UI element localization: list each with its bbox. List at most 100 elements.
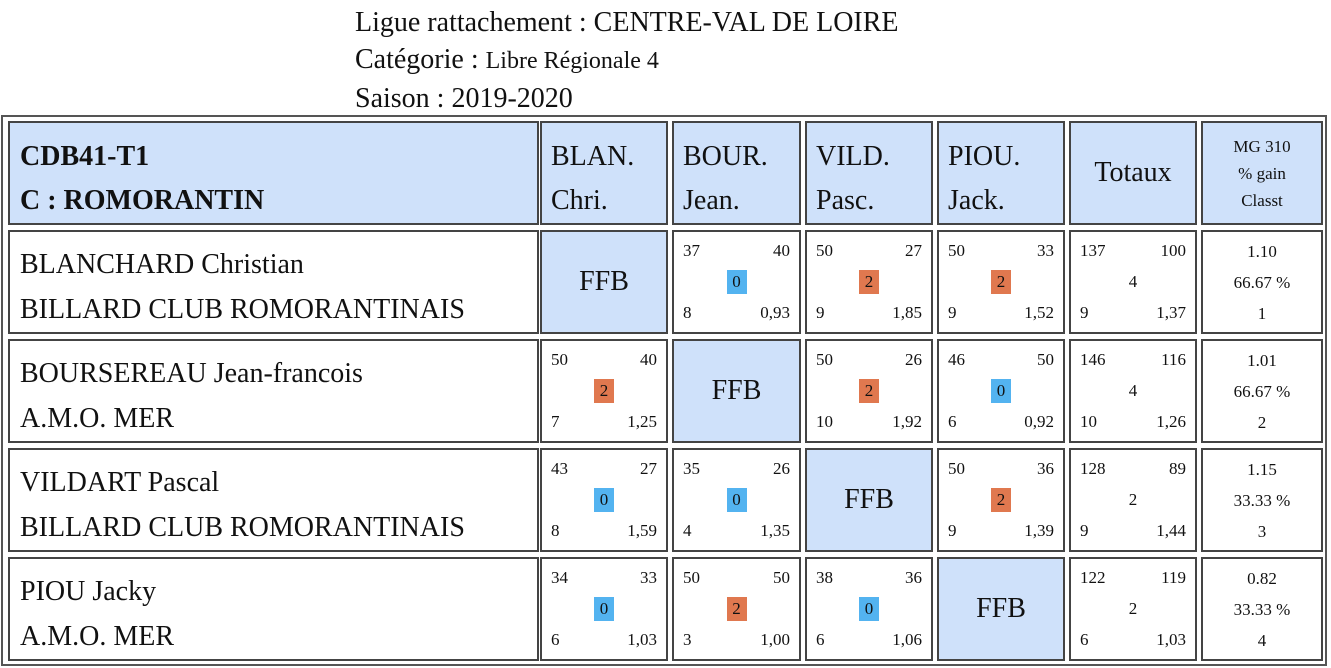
- column-abbr: BLAN.: [551, 141, 635, 172]
- match-opponent-points: 50: [773, 568, 790, 587]
- ffb-label: FFB: [844, 484, 894, 515]
- total-points: 122: [1080, 568, 1106, 587]
- saison-value: 2019-2020: [451, 83, 573, 114]
- team-header-cell: CDB41-T1 C : ROMORANTIN: [8, 121, 539, 225]
- stat-classt: 4: [1257, 630, 1267, 650]
- total-match-points: 4: [1128, 381, 1138, 400]
- match-score-points: 46: [948, 350, 965, 369]
- match-cell: 50 33 2 9 1,52: [937, 230, 1065, 334]
- total-opponent-points: 119: [1161, 568, 1186, 587]
- column-header-player: BOUR. Jean.: [672, 121, 801, 225]
- stat-mg: 0.82: [1247, 568, 1277, 588]
- match-average: 1,92: [892, 412, 922, 431]
- stat-gain: 33.33 %: [1233, 599, 1291, 619]
- match-cell: 50 40 2 7 1,25: [540, 339, 668, 443]
- match-score-points: 43: [551, 459, 568, 478]
- categorie-value: Libre Régionale 4: [485, 48, 659, 74]
- categorie-line: Catégorie : Libre Régionale 4: [355, 41, 899, 80]
- match-average: 1,35: [760, 521, 790, 540]
- column-header-player: PIOU. Jack.: [937, 121, 1065, 225]
- match-points-badge: 0: [726, 488, 747, 512]
- match-opponent-points: 40: [773, 241, 790, 260]
- total-average: 1,44: [1156, 521, 1186, 540]
- player-club: A.M.O. MER: [20, 403, 175, 434]
- player-name: BLANCHARD Christian: [20, 249, 304, 280]
- match-points-badge: 0: [594, 488, 614, 512]
- match-points-badge: 2: [859, 270, 879, 294]
- stat-classt: 3: [1257, 521, 1267, 541]
- stat-gain: 33.33 %: [1233, 490, 1291, 510]
- match-cell: 46 50 0 6 0,92: [937, 339, 1065, 443]
- total-average: 1,37: [1156, 303, 1186, 322]
- match-innings: 6: [816, 630, 825, 649]
- ffb-cell: FFB: [540, 230, 668, 334]
- total-opponent-points: 100: [1160, 241, 1187, 260]
- saison-label: Saison :: [355, 83, 452, 114]
- match-innings: 6: [551, 630, 560, 649]
- match-points-badge: 0: [594, 597, 614, 621]
- match-average: 1,85: [892, 303, 922, 322]
- match-opponent-points: 36: [1037, 459, 1054, 478]
- total-innings: 6: [1080, 630, 1089, 649]
- page-header: Ligue rattachement : CENTRE-VAL DE LOIRE…: [355, 4, 899, 117]
- player-club: A.M.O. MER: [20, 621, 175, 652]
- match-average: 1,03: [627, 630, 657, 649]
- player-name: BOURSEREAU Jean-francois: [20, 358, 363, 389]
- match-average: 1,39: [1024, 521, 1054, 540]
- column-first: Jack.: [948, 185, 1005, 216]
- match-opponent-points: 26: [773, 459, 790, 478]
- match-innings: 3: [683, 630, 692, 649]
- total-points: 128: [1080, 459, 1106, 478]
- match-score-points: 50: [948, 241, 965, 260]
- match-points-badge: 2: [594, 379, 614, 403]
- ffb-cell: FFB: [672, 339, 801, 443]
- player-name: PIOU Jacky: [20, 576, 157, 607]
- match-opponent-points: 33: [1037, 241, 1054, 260]
- total-innings: 9: [1080, 521, 1089, 540]
- player-club: BILLARD CLUB ROMORANTINAIS: [20, 512, 465, 543]
- match-cell: 38 36 0 6 1,06: [805, 557, 933, 661]
- match-cell: 50 27 2 9 1,85: [805, 230, 933, 334]
- column-header-player: BLAN. Chri.: [540, 121, 668, 225]
- saison-line: Saison : 2019-2020: [355, 80, 899, 117]
- stats-cell: 1.15 33.33 % 3: [1201, 448, 1323, 552]
- ffb-cell: FFB: [937, 557, 1065, 661]
- match-innings: 10: [816, 412, 833, 431]
- total-match-points: 2: [1128, 599, 1138, 618]
- totals-cell: 122 119 2 6 1,03: [1069, 557, 1197, 661]
- stat-mg: 1.15: [1247, 459, 1277, 479]
- match-innings: 8: [683, 303, 692, 322]
- totals-cell: 137 100 4 9 1,37: [1069, 230, 1197, 334]
- match-opponent-points: 50: [1037, 350, 1054, 369]
- total-match-points: 2: [1128, 490, 1138, 509]
- match-points-badge: 2: [726, 597, 747, 621]
- classt-label: Classt: [1241, 190, 1283, 210]
- match-score-points: 50: [948, 459, 965, 478]
- stats-cell: 1.01 66.67 % 2: [1201, 339, 1323, 443]
- match-average: 1,52: [1024, 303, 1054, 322]
- team-club: C : ROMORANTIN: [20, 185, 265, 216]
- column-abbr: PIOU.: [948, 141, 1021, 172]
- ffb-label: FFB: [711, 375, 762, 406]
- results-table: CDB41-T1 C : ROMORANTIN BLAN. Chri. BOUR. Jea…: [1, 115, 1327, 666]
- totaux-header-cell: Totaux: [1069, 121, 1197, 225]
- gain-label: % gain: [1238, 163, 1286, 183]
- ffb-cell: FFB: [805, 448, 933, 552]
- match-average: 0,92: [1024, 412, 1054, 431]
- totals-cell: 146 116 4 10 1,26: [1069, 339, 1197, 443]
- match-cell: 34 33 0 6 1,03: [540, 557, 668, 661]
- match-average: 1,00: [760, 630, 790, 649]
- ligue-value: CENTRE-VAL DE LOIRE: [593, 7, 899, 38]
- stats-cell: 1.10 66.67 % 1: [1201, 230, 1323, 334]
- match-innings: 4: [683, 521, 692, 540]
- total-innings: 9: [1080, 303, 1089, 322]
- total-opponent-points: 89: [1169, 459, 1186, 478]
- match-innings: 9: [948, 521, 957, 540]
- player-cell: BLANCHARD Christian BILLARD CLUB ROMORANT…: [8, 230, 539, 334]
- column-first: Chri.: [551, 185, 608, 216]
- match-innings: 9: [948, 303, 957, 322]
- match-innings: 8: [551, 521, 560, 540]
- match-score-points: 50: [816, 241, 833, 260]
- match-innings: 9: [816, 303, 825, 322]
- stat-gain: 66.67 %: [1233, 272, 1291, 292]
